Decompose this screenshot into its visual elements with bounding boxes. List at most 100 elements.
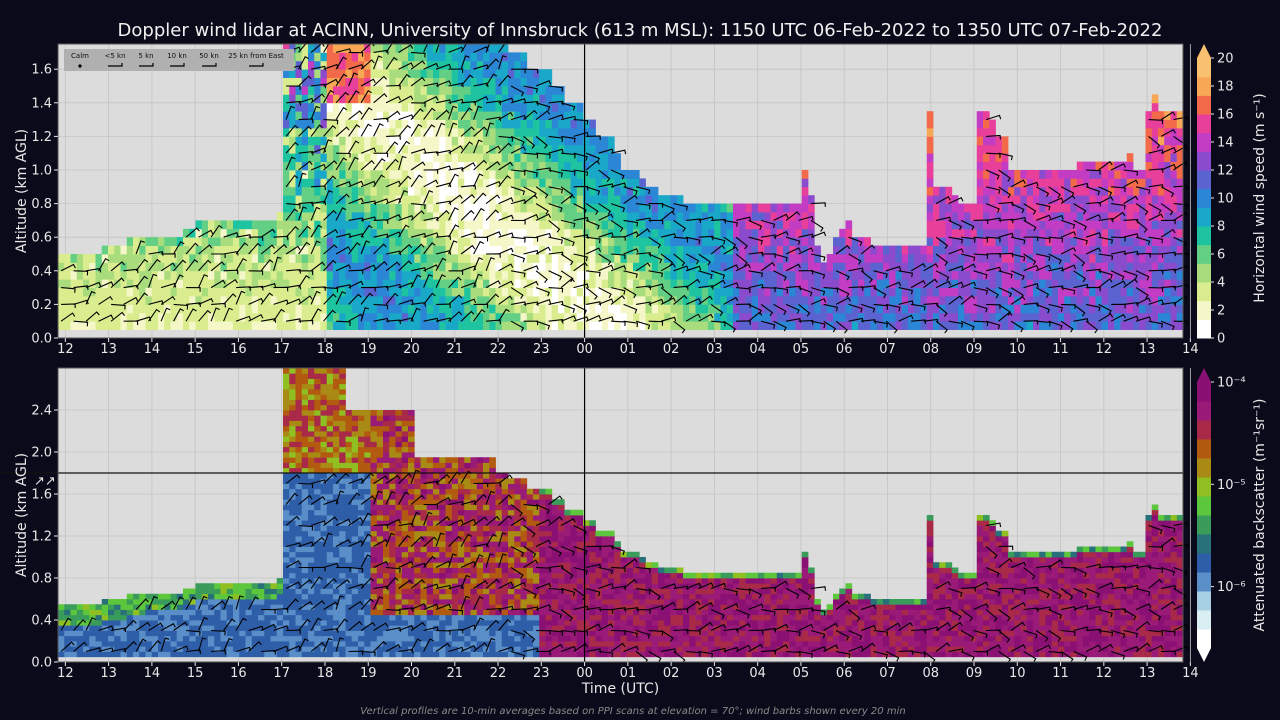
wind-barb [1085,320,1098,334]
wind-barb [298,295,313,305]
wind-barb [685,278,701,289]
wind-barb [535,518,552,527]
wind-barb [948,196,964,205]
wind-barb [573,217,589,222]
wind-barb [748,303,762,315]
wind-colorbar-swatch [1197,282,1211,302]
wind-barb [535,203,549,215]
wind-barb [310,642,326,652]
wind-barb [123,296,139,305]
wind-barb [598,169,611,183]
wind-barb [735,608,750,619]
wind-barb [736,287,751,293]
backscatter-panel: ↗↗ 0.0 0.4 0.8 1.2 1.6 2.0 2.4 12 13 14 15 16 17 18 19 2… [0,367,1199,697]
backscatter-colorbar-swatch [1197,382,1211,402]
wind-barb [61,287,76,293]
wind-barb [786,650,801,657]
wind-barb [485,161,501,171]
wind-barb [460,533,472,547]
wind-barb [335,157,348,171]
wind-barb [648,283,664,289]
wind-barb [385,180,402,188]
wind-barb [1148,609,1162,621]
backscatter-colorbar-swatch [1197,458,1211,478]
wind-barb [398,95,414,104]
wind-barb [510,253,526,263]
wind-barb [873,287,887,299]
x-tick-label: 05 [793,342,810,357]
x-tick-label: 05 [793,666,810,681]
colorbar-tick-label: 16 [1217,108,1234,123]
wind-barb [1085,644,1101,652]
wind-barb [423,555,436,568]
wind-barb [698,621,713,631]
wind-barb [660,297,676,305]
wind-barb [211,650,226,655]
wind-barb [523,606,539,611]
wind-barb [1123,278,1138,289]
x-tick-label: 14 [1182,342,1199,357]
wind-barb [573,253,588,262]
wind-barb [248,285,264,291]
wind-colorbar-swatch [1197,151,1211,171]
wind-barb [698,582,714,590]
wind-barb [160,295,176,305]
wind-barb [298,40,311,53]
wind-barb [323,532,333,547]
wind-barb [135,292,149,305]
wind-barb [360,216,377,222]
wind-barb [648,651,662,663]
legend-label: 5 kn [138,52,153,60]
wind-barb [985,203,1000,213]
wind-barb [535,135,548,149]
wind-barb [1161,268,1177,274]
wind-barb [298,482,314,489]
wind-barb [448,535,462,547]
wind-barb [573,643,589,652]
wind-barb [923,263,939,272]
wind-barb [485,194,501,205]
wind-barb [660,210,675,221]
colorbar-tick-label: 12 [1217,164,1234,179]
wind-barb [298,319,314,325]
wind-barb [998,287,1013,298]
x-tick-label: 22 [490,666,507,681]
wind-barb [285,245,301,255]
wind-barb [498,532,507,547]
wind-barb [1135,621,1151,631]
wind-barb [173,303,189,310]
wind-barb [536,152,551,159]
wind-barb [548,85,564,92]
wind-barb [398,244,413,255]
wind-barb [848,253,862,265]
wind-barb [373,198,389,205]
wind-barb [360,224,373,238]
wind-barb [535,539,551,547]
wind-barb [1173,116,1189,121]
backscatter-colorbar-swatch [1197,572,1211,592]
wind-barb [1048,588,1062,600]
wind-barb [973,287,988,295]
wind-barb [823,320,837,333]
wind-barb [548,219,561,233]
wind-barb [573,283,589,289]
wind-barb [386,566,401,573]
wind-barb [898,650,914,655]
wind-barb [310,520,327,527]
wind-barb [348,156,359,171]
wind-barb [1148,299,1164,305]
wind-barb [1161,301,1177,307]
wind-barb [423,242,436,255]
wind-barb [1010,270,1025,281]
backscatter-colorbar-swatch [1197,534,1211,554]
wind-barb [448,224,460,238]
wind-barb [386,319,401,325]
wind-barb [460,644,477,653]
wind-barb [373,285,389,291]
wind-barb [248,242,262,255]
wind-barb [1110,163,1126,171]
wind-barb [373,475,389,484]
wind-barb [485,145,501,154]
wind-barb [586,135,601,141]
wind-barb [323,228,339,238]
